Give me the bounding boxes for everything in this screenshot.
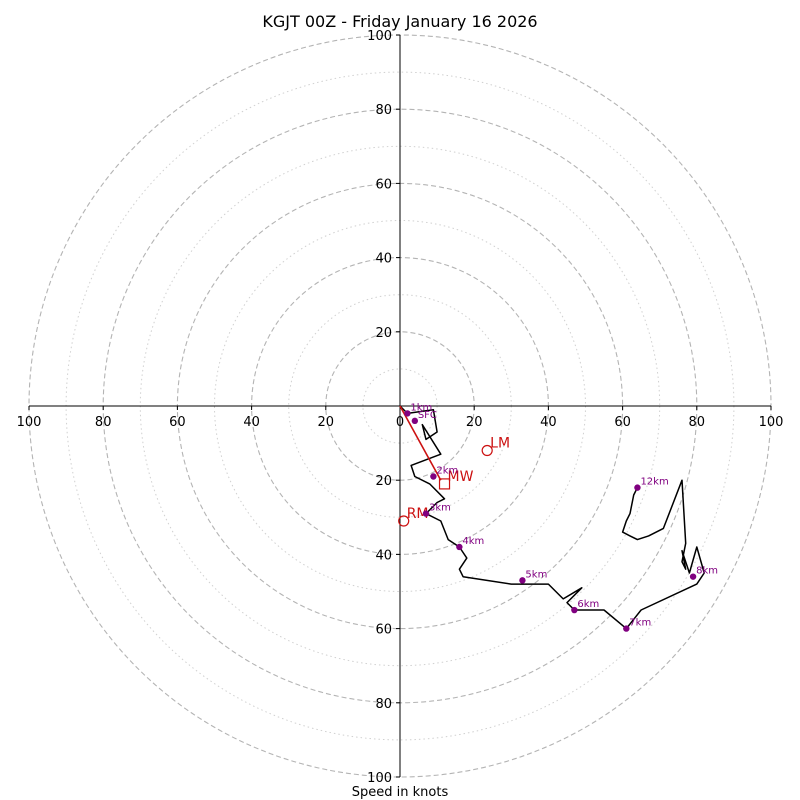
height-1km-marker — [404, 410, 411, 417]
x-tick-label: 40 — [243, 415, 260, 430]
height-5km-label: 5km — [525, 569, 547, 580]
height-12km-label: 12km — [640, 477, 668, 488]
y-tick-label-up: 100 — [367, 29, 392, 44]
x-tick-label: 20 — [318, 415, 335, 430]
x-tick-label: 100 — [759, 415, 784, 430]
height-4km-marker — [456, 543, 463, 551]
y-tick-label-down: 60 — [375, 623, 392, 638]
rm-label: RM — [407, 506, 429, 522]
height-3km-label: 3km — [429, 503, 451, 514]
tick-labels: 100 80 60 40 20 0 20 40 60 80 10020204040606080801… — [17, 29, 784, 786]
rm-marker — [398, 515, 410, 527]
height-6km-label: 6km — [577, 599, 599, 610]
mw-label: MW — [448, 469, 474, 485]
height-2km-marker — [430, 473, 437, 480]
height-5km-marker — [519, 577, 526, 584]
mw-marker — [438, 478, 451, 490]
height-sfc-marker — [411, 417, 419, 425]
y-tick-label-down: 80 — [375, 697, 392, 712]
y-tick-label-up: 80 — [375, 103, 392, 118]
x-tick-label: 0 — [396, 415, 404, 430]
height-2km-label: 2km — [436, 465, 458, 476]
height-8km-marker — [689, 573, 697, 580]
y-tick-label-down: 40 — [375, 548, 392, 563]
x-tick-label: 60 — [169, 415, 186, 430]
height-1km-label: 1km — [410, 402, 432, 413]
height-6km-marker — [571, 606, 578, 614]
x-tick-label: 100 — [17, 415, 42, 430]
height-4km-label: 4km — [462, 536, 484, 547]
height-8km-label: 8km — [696, 566, 718, 577]
lm-label: LM — [490, 436, 510, 452]
height-sfc-label: SFC — [418, 410, 437, 421]
y-tick-label-up: 40 — [375, 252, 392, 267]
x-tick-label: 40 — [540, 415, 557, 430]
x-axis-label: Speed in knots — [352, 785, 449, 800]
x-tick-label: 80 — [95, 415, 112, 430]
storm-motion-vector — [399, 405, 442, 481]
y-tick-label-down: 20 — [375, 474, 392, 489]
y-tick-label-up: 20 — [375, 326, 392, 341]
lm-marker — [481, 444, 493, 457]
chart-title: KGJT 00Z - Friday January 16 2026 — [262, 12, 537, 31]
y-tick-label-down: 100 — [367, 771, 392, 786]
hodograph-trace — [399, 405, 705, 630]
height-3km-marker — [422, 510, 430, 517]
y-tick-label-up: 60 — [375, 177, 392, 192]
hodograph-trace-group — [399, 405, 705, 630]
height-7km-label: 7km — [629, 618, 651, 629]
x-tick-label: 60 — [614, 415, 631, 430]
storm-motion-group: LM MW RM — [398, 405, 510, 527]
x-tick-label: 20 — [466, 415, 483, 430]
height-7km-marker — [623, 625, 630, 632]
x-tick-label: 80 — [689, 415, 706, 430]
height-12km-marker — [634, 484, 641, 491]
